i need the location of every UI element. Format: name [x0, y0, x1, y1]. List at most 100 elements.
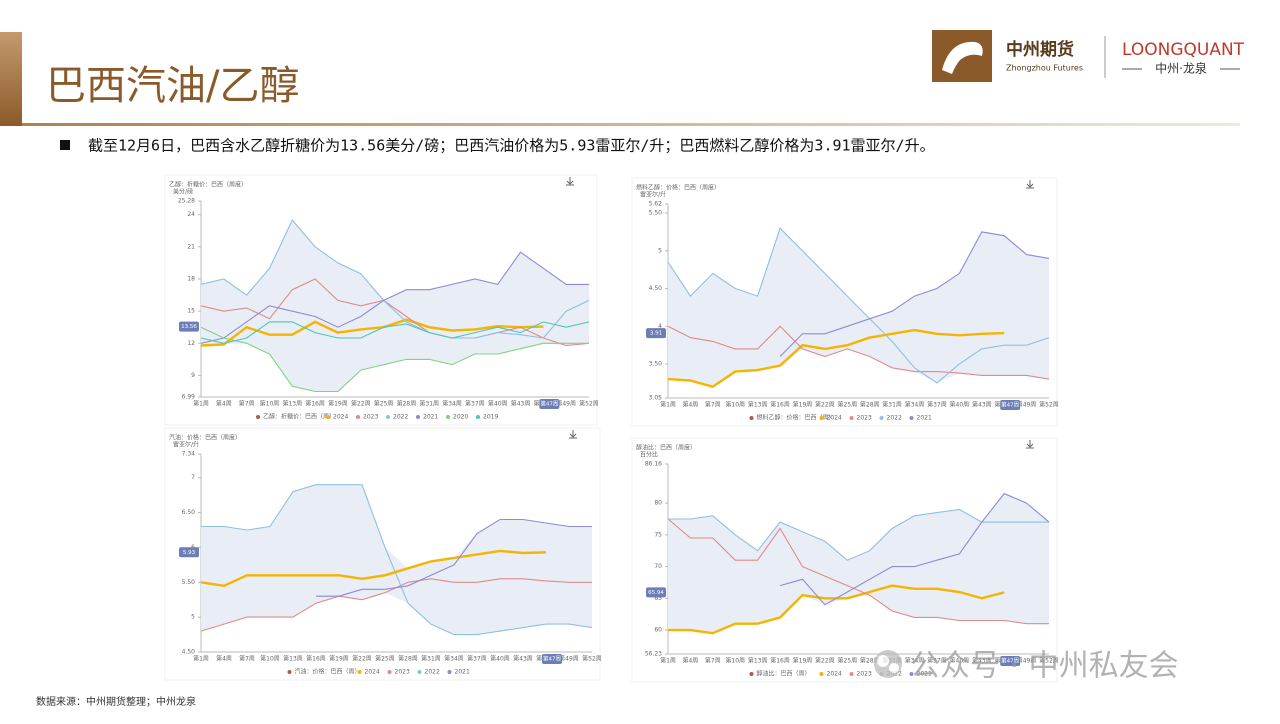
legend-label: 2021: [917, 415, 932, 422]
series-line: [779, 231, 1050, 357]
y-tick-label: 3.05: [649, 395, 663, 402]
x-tick-label: 第37周: [467, 655, 487, 663]
x-tick-label: 第7周: [705, 401, 721, 409]
x-tick-label: 第34周: [905, 657, 925, 665]
x-highlight: 第47周: [543, 655, 561, 663]
legend-label: 汽油：价格：巴西（周）: [295, 668, 361, 676]
logo-en: Zhongzhou Futures: [1006, 64, 1083, 73]
x-tick-label: 第25周: [374, 400, 394, 408]
x-tick-label: 第7周: [239, 655, 255, 663]
legend-swatch: [819, 672, 824, 676]
series-line: [779, 492, 1050, 606]
x-tick-label: 第7周: [239, 400, 255, 408]
x-tick-label: 第13周: [283, 655, 303, 663]
y-tick-label: 56.23: [645, 651, 662, 658]
y-tick-label: 4.50: [182, 649, 196, 656]
x-tick-label: 第37周: [927, 657, 947, 665]
x-highlight-badge: [1000, 656, 1021, 666]
wechat-bubble: [889, 663, 899, 673]
bullet-text: 截至12月6日，巴西含水乙醇折糖价为13.56美分/磅；巴西汽油价格为5.93雷…: [88, 137, 935, 155]
x-tick-label: 第31周: [882, 401, 902, 409]
x-tick-label: 第4周: [216, 400, 232, 408]
chart-title: 燃料乙醇：价格：巴西（周度）: [636, 184, 720, 192]
x-tick-label: 第25周: [837, 401, 857, 409]
x-tick-label: 第52周: [1039, 657, 1059, 665]
x-tick-label: 第40周: [950, 657, 970, 665]
brand-cn: 中州·龙泉: [1155, 61, 1207, 76]
legend-label: 2021: [455, 669, 470, 676]
x-tick-label: 第34周: [442, 400, 462, 408]
series-line: [200, 219, 590, 339]
legend-label: 燃料乙醇：价格：巴西（周）: [757, 414, 835, 422]
x-tick-label: 第43周: [972, 401, 992, 409]
logo-cn: 中州期货: [1006, 39, 1074, 60]
x-tick-label: 第28周: [397, 400, 417, 408]
legend-label: 2022: [393, 414, 408, 421]
x-tick-label: 第31周: [419, 400, 439, 408]
chart-title: 汽油：价格：巴西（周度）: [169, 434, 241, 442]
x-tick-label: 第19周: [793, 657, 813, 665]
legend-label: 2024: [827, 415, 842, 422]
legend-swatch: [417, 670, 422, 674]
series-line: [200, 251, 589, 344]
x-tick-label: 第49周: [1017, 657, 1037, 665]
legend-swatch: [446, 415, 450, 419]
series-line: [201, 484, 593, 636]
legend-label: 2021: [917, 671, 932, 678]
x-tick-label: 第10周: [725, 401, 745, 409]
y-tick-label: 9: [191, 372, 195, 379]
y-tick-label: 5.62: [649, 201, 663, 208]
x-tick-label: 第43周: [972, 657, 992, 665]
x-tick-label: 第16周: [770, 401, 790, 409]
legend-label: 2024: [827, 671, 842, 678]
legend-label: 2024: [333, 414, 348, 421]
series-line: [200, 549, 547, 588]
charts: 乙醇：折糖价：巴西（周度）美分/磅 6.99 9 12 15 18 21 24 25.28 第1周…: [164, 174, 1059, 683]
logo-leopard: [942, 41, 983, 74]
range-band: [668, 228, 1049, 387]
series-line: [200, 318, 544, 347]
legend-label: 2020: [453, 414, 468, 421]
x-highlight-badge: [1000, 400, 1021, 410]
y-tick-label: 60: [654, 627, 662, 634]
current-label: 5.93: [183, 550, 196, 556]
legend-swatch: [256, 415, 260, 419]
legend-swatch: [909, 416, 914, 420]
y-unit: 美分/磅: [173, 188, 193, 196]
legend-swatch: [749, 416, 754, 420]
y-tick-label: 4: [658, 323, 662, 330]
x-tick-label: 第49周: [559, 655, 579, 663]
legend-swatch: [326, 415, 330, 419]
x-tick-label: 第4周: [216, 655, 232, 663]
legend-label: 2022: [887, 415, 902, 422]
x-highlight: 第47周: [1001, 657, 1019, 665]
x-highlight-badge: [542, 654, 562, 664]
y-tick-label: 6.50: [182, 509, 196, 516]
x-tick-label: 第1周: [660, 657, 676, 665]
x-tick-label: 第40周: [950, 401, 970, 409]
range-band: [201, 484, 592, 635]
chart-title: 乙醇：折糖价：巴西（周度）: [169, 181, 247, 189]
x-tick-label: 第19周: [329, 655, 349, 663]
y-tick-label: 18: [187, 276, 195, 283]
x-tick-label: 第31周: [421, 655, 441, 663]
series-line: [667, 325, 1050, 380]
chart: 汽油：价格：巴西（周度）雷亚尔/升4.5055.5066.5077.34第1周第…: [164, 427, 602, 681]
series-line: [200, 326, 589, 393]
y-unit: 雷亚尔/升: [173, 441, 199, 449]
legend-swatch: [386, 415, 390, 419]
watermark-text: 公众号 · 中州私友会: [910, 649, 1179, 684]
legend-swatch: [819, 416, 824, 420]
chart: 燃料乙醇：价格：巴西（周度）雷亚尔/升 3.05 3.50 4 4.50 5 5.50 5.6…: [631, 177, 1059, 427]
y-tick-label: 75: [654, 531, 662, 538]
x-tick-label: 第10周: [260, 400, 280, 408]
watermark: 公众号 · 中州私友会: [874, 649, 1179, 684]
download-icon: [569, 430, 577, 439]
x-tick-label: 第49周: [1017, 401, 1037, 409]
download-icon: [1026, 440, 1034, 449]
current-label: 65.94: [648, 590, 664, 596]
series-line: [667, 328, 1005, 389]
x-tick-label: 第52周: [579, 400, 599, 408]
chart: 醇油比：巴西（周度）百分比56.23606570758086.16第1周 第4周第…: [631, 437, 1059, 683]
